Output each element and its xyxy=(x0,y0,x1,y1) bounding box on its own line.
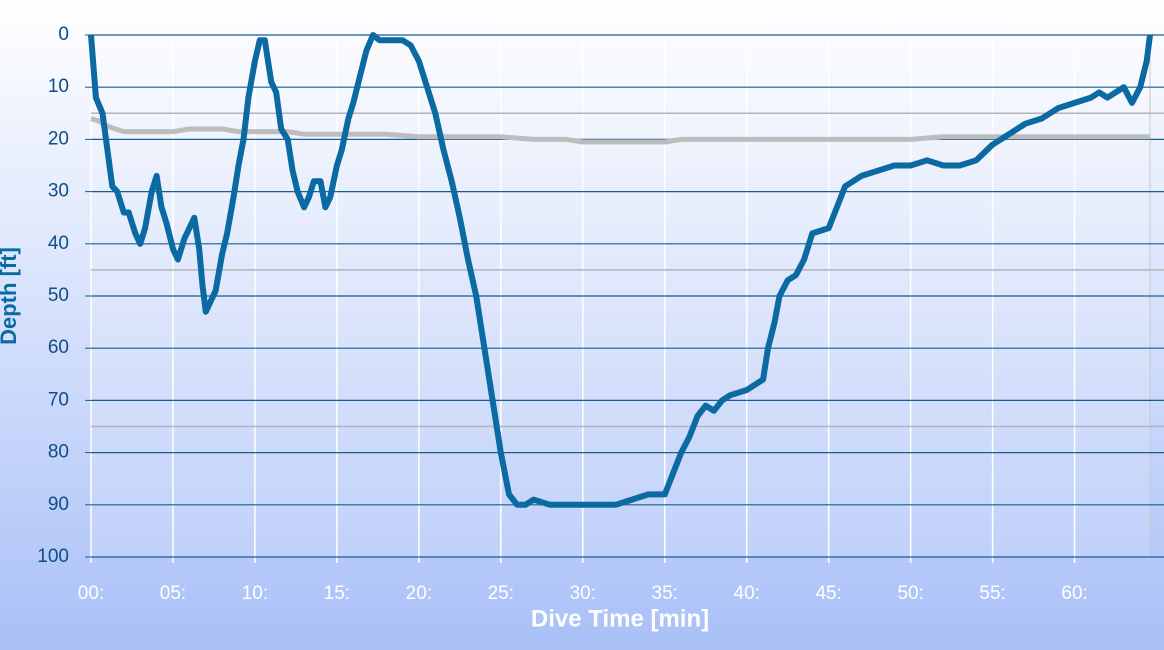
y-tick-label: 10 xyxy=(48,76,69,97)
y-tick-label: 0 xyxy=(58,24,69,45)
x-tick-label: 15: xyxy=(324,583,350,604)
x-tick-label: 20: xyxy=(406,583,432,604)
y-tick-label: 90 xyxy=(48,494,69,515)
x-tick-label: 00: xyxy=(78,583,104,604)
x-tick-label: 55: xyxy=(979,583,1005,604)
x-tick-label: 05: xyxy=(160,583,186,604)
x-tick-label: 45: xyxy=(815,583,841,604)
x-tick-label: 50: xyxy=(897,583,923,604)
y-tick-label: 40 xyxy=(48,233,69,254)
x-tick-label: 35: xyxy=(652,583,678,604)
y-tick-label: 100 xyxy=(37,546,69,567)
y-tick-label: 50 xyxy=(48,285,69,306)
y-tick-label: 20 xyxy=(48,128,69,149)
x-tick-label: 25: xyxy=(488,583,514,604)
y-tick-label: 30 xyxy=(48,181,69,202)
series-line xyxy=(90,116,1150,145)
y-axis-title: Depth [ft] xyxy=(0,247,21,345)
x-tick-label: 10: xyxy=(242,583,268,604)
x-tick-label: 60: xyxy=(1061,583,1087,604)
y-tick-label: 60 xyxy=(48,337,69,358)
x-tick-label: 40: xyxy=(734,583,760,604)
series-line xyxy=(88,32,1153,508)
y-tick-label: 70 xyxy=(48,389,69,410)
x-axis-title: Dive Time [min] xyxy=(531,605,709,632)
x-tick-label: 30: xyxy=(570,583,596,604)
y-tick-label: 80 xyxy=(48,442,69,463)
